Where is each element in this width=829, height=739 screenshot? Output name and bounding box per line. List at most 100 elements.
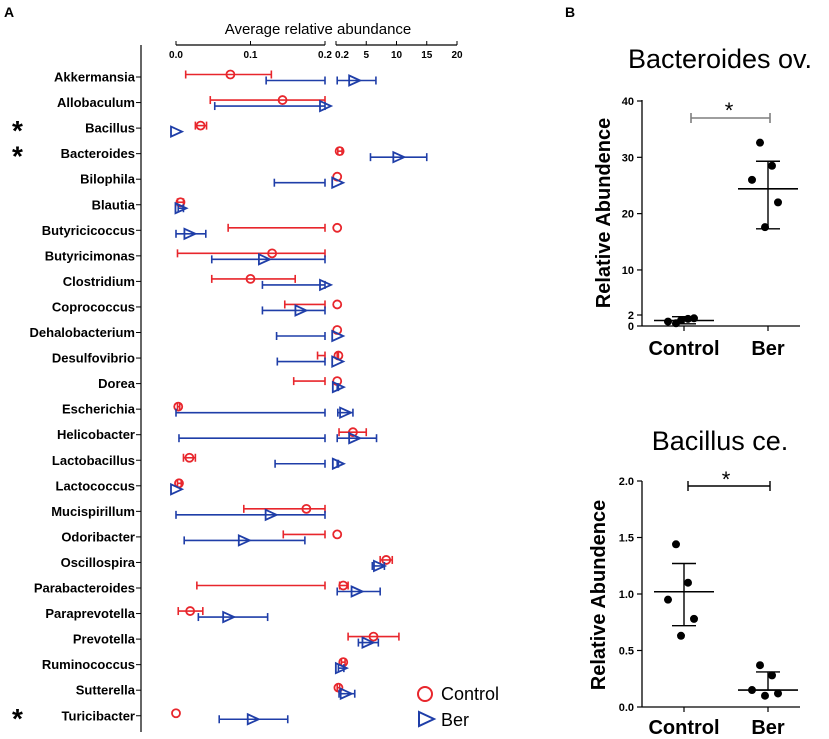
ber-point (348, 74, 363, 87)
tick-right-3: 15 (421, 50, 433, 61)
row-allobaculum: Allobaculum (57, 95, 334, 113)
genus-label: Odoribacter (61, 529, 135, 544)
row-oscillospira: Oscillospira (61, 555, 394, 573)
row-akkermansia: Akkermansia (54, 69, 377, 87)
control-point (277, 95, 288, 105)
control-point (672, 540, 680, 549)
ber-point (331, 176, 346, 190)
genus-label: Butyricimonas (45, 248, 135, 263)
ber-point (331, 355, 346, 368)
y-tick-label: 30 (622, 152, 634, 164)
genus-label: Desulfovibrio (52, 351, 135, 366)
genus-label: Akkermansia (54, 70, 136, 85)
ber-point (222, 610, 237, 624)
ber-point (331, 380, 346, 394)
y-tick-label: 0.5 (619, 646, 634, 658)
ber-point (258, 252, 273, 266)
ber-point (170, 482, 185, 496)
control-point (301, 503, 312, 514)
panel-a-rows: AkkermansiaAllobaculumBacillus*Bacteroid… (12, 69, 428, 734)
ber-point (246, 712, 261, 726)
genus-label: Clostridium (63, 274, 135, 289)
ber-point (319, 278, 334, 292)
genus-label: Lactobacillus (52, 453, 135, 468)
genus-label: Dehalobacterium (30, 325, 135, 340)
x-ticks-left: 0.0 0.1 0.2 (169, 50, 332, 61)
row-dorea: Dorea (98, 376, 346, 394)
ber-point (348, 431, 363, 445)
y-tick-label: 20 (622, 209, 634, 221)
genus-label: Mucispirillum (51, 504, 135, 519)
ber-point (774, 689, 782, 698)
b1-sig: * (725, 98, 734, 123)
control-point (684, 578, 692, 587)
ber-point (756, 661, 764, 670)
legend-control-label: Control (441, 684, 499, 704)
ber-point (774, 198, 782, 207)
y-tick-label: 0 (628, 321, 634, 333)
genus-label: Lactococcus (56, 478, 135, 493)
ber-point (748, 175, 756, 184)
legend-ber-label: Ber (441, 710, 469, 730)
b2-sig: * (722, 467, 731, 492)
ber-point (761, 691, 769, 700)
row-butyricimonas: Butyricimonas (45, 248, 326, 266)
b1-title: Bacteroides ov. (628, 44, 812, 74)
genus-label: Escherichia (62, 402, 136, 417)
ber-point (339, 687, 354, 701)
control-point (332, 299, 343, 310)
control-point (334, 146, 345, 157)
tick-left-0: 0.0 (169, 50, 183, 61)
row-dehalobacterium: Dehalobacterium (30, 325, 346, 343)
row-lactococcus: Lactococcus (56, 478, 185, 496)
ber-point (373, 559, 388, 573)
ber-point (237, 534, 252, 547)
genus-label: Ruminococcus (42, 657, 135, 672)
row-helicobacter: Helicobacter (57, 427, 378, 445)
ber-point (264, 508, 279, 522)
y-tick-label: 40 (622, 96, 634, 108)
row-bacillus: Bacillus * (12, 115, 208, 146)
b2-title: Bacillus ce. (652, 426, 789, 456)
panel-a-axes (140, 41, 458, 732)
control-point (368, 631, 379, 642)
control-point (690, 614, 698, 623)
b2-xcat-control: Control (648, 717, 719, 739)
row-paraprevotella: Paraprevotella (45, 606, 269, 624)
b1-xcat-control: Control (648, 338, 719, 360)
row-butyricicoccus: Butyricicoccus (42, 222, 343, 241)
control-point (195, 120, 206, 131)
control-point (338, 580, 349, 591)
row-lactobacillus: Lactobacillus (52, 453, 346, 471)
row-odoribacter: Odoribacter (61, 529, 343, 547)
tick-right-1: 5 (363, 50, 369, 61)
genus-label: Oscillospira (61, 555, 136, 570)
control-point (225, 69, 236, 80)
legend-ber-marker (418, 710, 437, 728)
row-escherichia: Escherichia (62, 402, 354, 420)
control-point (332, 222, 343, 233)
genus-label: Blautia (92, 197, 136, 212)
row-mucispirillum: Mucispirillum (51, 503, 326, 522)
ber-point (756, 138, 764, 147)
genus-label: Sutterella (76, 683, 136, 698)
tick-right-4: 20 (451, 50, 463, 61)
legend: Control Ber (417, 684, 499, 730)
panel-a-label: A (4, 4, 14, 20)
row-sutterella: Sutterella (76, 683, 356, 701)
b1-ylabel: Relative Abundence (593, 118, 615, 308)
y-tick-label: 10 (622, 265, 634, 277)
significance-star: * (12, 141, 23, 172)
genus-label: Turicibacter (62, 708, 135, 723)
ber-point (334, 661, 350, 675)
control-point (245, 273, 256, 284)
control-point (664, 317, 672, 326)
row-blautia: Blautia (92, 197, 189, 215)
tick-left-2: 0.2 (318, 50, 332, 61)
genus-label: Bacillus (85, 121, 135, 136)
ber-point (294, 304, 309, 317)
b2-ylabel: Relative Abundence (588, 500, 610, 690)
ber-point (319, 99, 334, 113)
row-clostridium: Clostridium (63, 273, 334, 292)
